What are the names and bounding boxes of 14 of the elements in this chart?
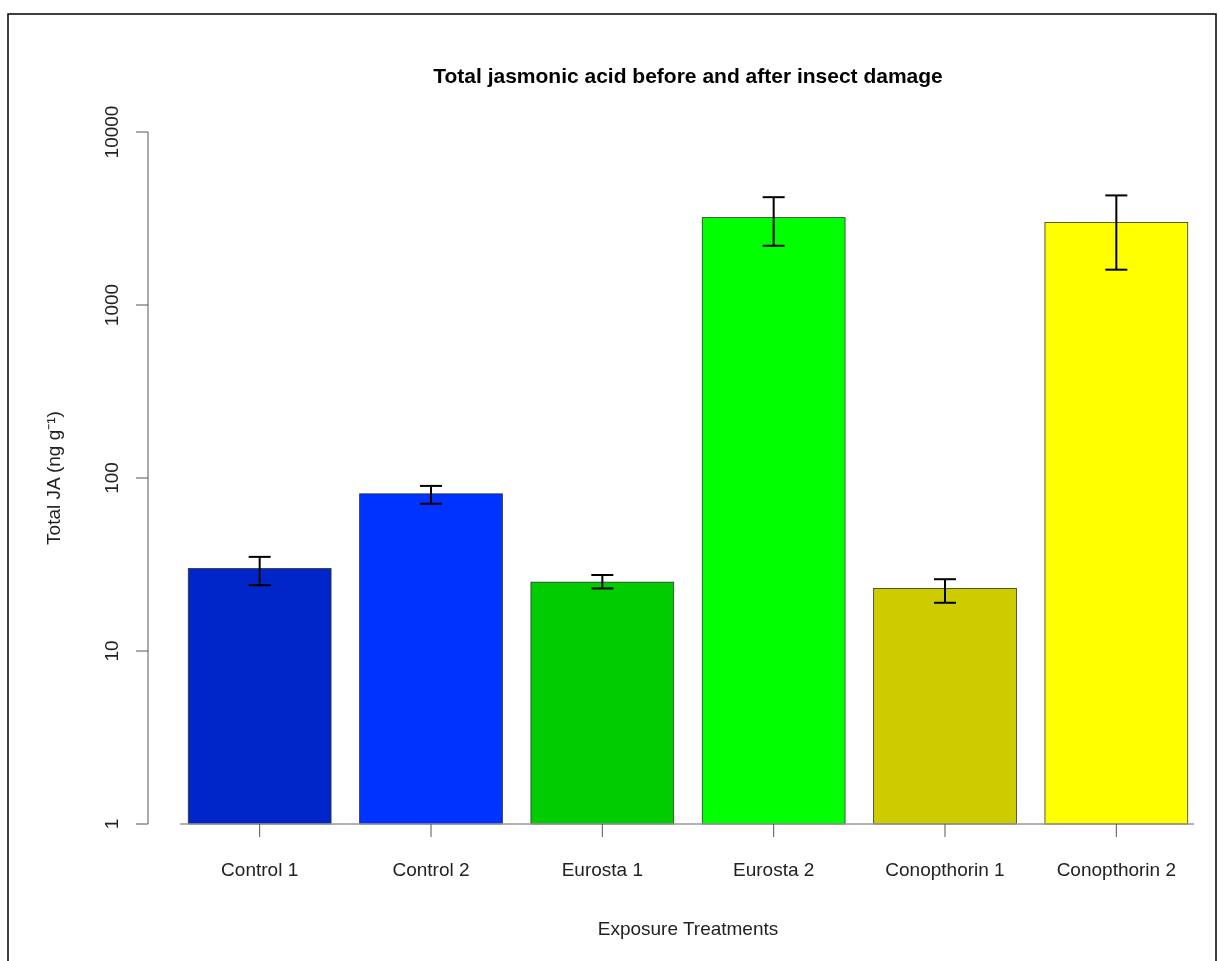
x-tick-label: Eurosta 2	[733, 859, 815, 880]
y-tick-label: 10	[101, 640, 122, 662]
y-tick-label: 1	[101, 818, 122, 830]
x-tick-label: Conopthorin 1	[885, 859, 1005, 880]
x-tick-label: Eurosta 1	[561, 859, 643, 880]
chart-title: Total jasmonic acid before and after insect damage	[433, 64, 943, 87]
y-tick-label: 100	[101, 462, 122, 494]
x-tick-label: Conopthorin 2	[1056, 859, 1177, 880]
y-tick-label: 10000	[101, 105, 122, 159]
x-tick-label: Control 1	[221, 859, 299, 880]
y-tick-label: 1000	[101, 283, 122, 327]
y-axis-title: Total JA (ng g⁻¹)	[43, 411, 64, 545]
x-axis-title: Exposure Treatments	[597, 918, 779, 939]
x-tick-label: Control 2	[392, 859, 470, 880]
